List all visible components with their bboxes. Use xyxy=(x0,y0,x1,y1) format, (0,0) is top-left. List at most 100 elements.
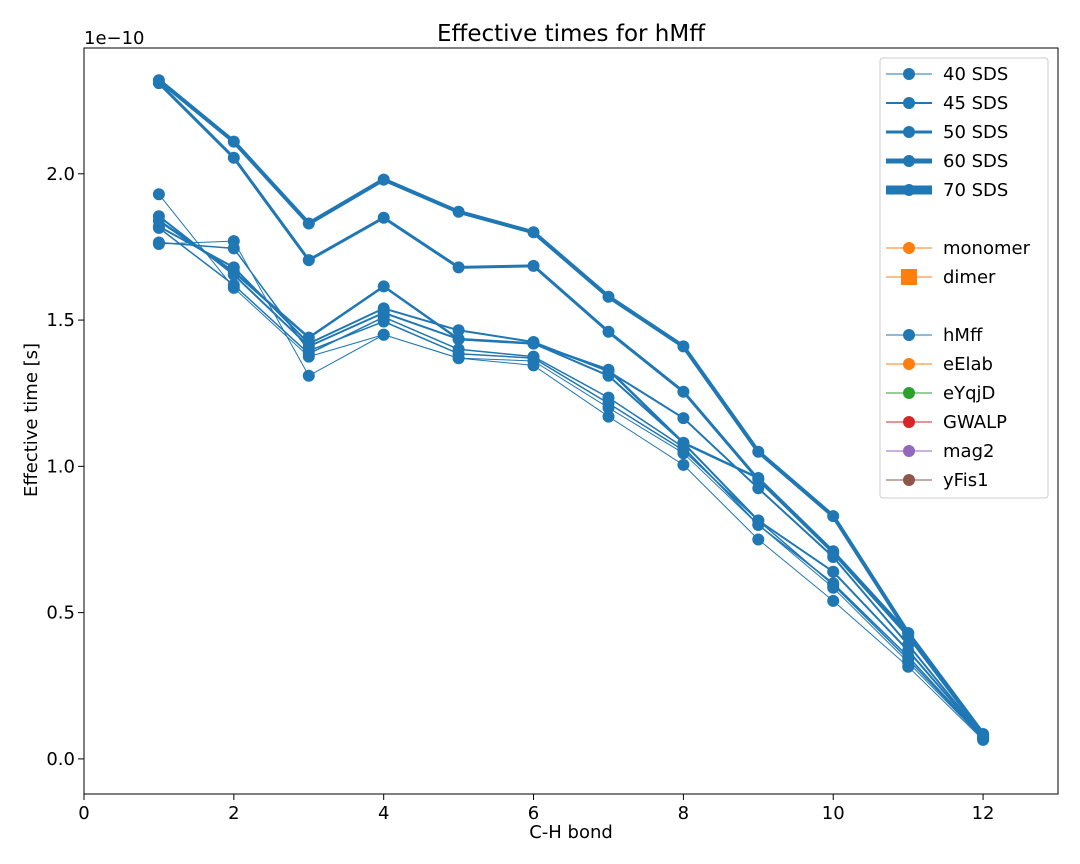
series-point-8-5 xyxy=(527,226,540,239)
series-point-8-8 xyxy=(752,445,765,458)
series-point-6-3 xyxy=(377,280,390,293)
series-point-7-3 xyxy=(377,211,390,224)
series-point-6-2 xyxy=(302,331,315,344)
series-point-6-4 xyxy=(452,333,465,346)
series-point-8-4 xyxy=(452,205,465,218)
series-point-8-2 xyxy=(302,217,315,230)
legend-marker-0 xyxy=(903,68,915,80)
x-tick-label-2: 4 xyxy=(378,803,389,824)
series-line-8 xyxy=(157,78,985,736)
legend: 40 SDS 45 SDS 50 SDS 60 SDS 70 SDS monomer dim… xyxy=(879,57,1049,499)
series-line-4 xyxy=(158,215,984,738)
legend-label-11: eYqjD xyxy=(943,383,995,404)
series-point-6-5 xyxy=(527,337,540,350)
series-point-8-3 xyxy=(377,173,390,186)
legend-marker-1 xyxy=(903,97,915,109)
series-point-7-9 xyxy=(827,546,840,559)
legend-marker-9 xyxy=(903,329,915,341)
legend-box xyxy=(879,57,1049,499)
series-point-7-6 xyxy=(602,325,615,338)
series-point-1-3 xyxy=(377,328,390,341)
series-point-3-4 xyxy=(452,343,465,356)
x-axis-label: C-H bond xyxy=(529,822,613,843)
series-point-4-9 xyxy=(827,565,840,578)
series-point-0-9 xyxy=(827,594,840,607)
legend-label-1: 45 SDS xyxy=(943,93,1008,114)
axes: 0 2 4 6 8 10 12 0.0 0.5 1.0 1.5 2.0 xyxy=(46,47,1059,824)
legend-label-6: monomer xyxy=(943,238,1031,259)
series-point-0-7 xyxy=(677,458,690,471)
series-point-6-1 xyxy=(227,265,240,278)
legend-label-14: yFis1 xyxy=(943,470,989,491)
series-point-5-8 xyxy=(752,482,765,495)
series-point-8-9 xyxy=(827,510,840,523)
legend-label-3: 60 SDS xyxy=(943,151,1008,172)
series-point-0-8 xyxy=(752,533,765,546)
x-tick-label-3: 6 xyxy=(528,803,539,824)
series-point-8-10 xyxy=(902,627,915,640)
series-line-0 xyxy=(158,240,984,741)
legend-label-2: 50 SDS xyxy=(943,122,1008,143)
legend-marker-10 xyxy=(903,358,915,370)
legend-marker-14 xyxy=(903,474,915,486)
series-point-8-1 xyxy=(227,135,240,148)
series-line-1 xyxy=(158,193,984,740)
legend-marker-13 xyxy=(903,445,915,457)
legend-label-0: 40 SDS xyxy=(943,64,1008,85)
legend-marker-7 xyxy=(901,269,917,285)
legend-marker-4 xyxy=(903,184,915,196)
series-point-7-7 xyxy=(677,385,690,398)
x-tick-label-4: 8 xyxy=(678,803,689,824)
legend-label-10: eElab xyxy=(943,354,993,375)
x-tick-label-6: 12 xyxy=(972,803,995,824)
y-axis-label: Effective time [s] xyxy=(21,343,42,497)
series-point-7-8 xyxy=(752,473,765,486)
y-tick-label-0: 0.0 xyxy=(46,749,75,770)
series-point-7-5 xyxy=(527,259,540,272)
legend-marker-12 xyxy=(903,416,915,428)
x-tick-label-0: 0 xyxy=(78,803,89,824)
series-point-8-7 xyxy=(677,340,690,353)
plot-area xyxy=(152,74,990,746)
series-point-8-6 xyxy=(602,290,615,303)
series-point-3-5 xyxy=(527,350,540,363)
series-point-0-2 xyxy=(302,369,315,382)
series-line-3 xyxy=(158,227,984,739)
y-tick-label-3: 1.5 xyxy=(46,310,75,331)
y-tick-label-4: 2.0 xyxy=(46,164,75,185)
series-point-6-7 xyxy=(677,436,690,449)
series-point-4-8 xyxy=(752,514,765,527)
x-tick-label-1: 2 xyxy=(228,803,239,824)
y-axis-offset-label: 1e−10 xyxy=(84,28,145,49)
series-point-5-7 xyxy=(677,412,690,425)
series-point-1-0 xyxy=(152,188,165,201)
series-point-7-1 xyxy=(227,151,240,164)
series-point-5-3 xyxy=(377,302,390,315)
series-point-3-9 xyxy=(827,577,840,590)
axes-frame xyxy=(83,47,1059,795)
series-line-7 xyxy=(157,82,985,736)
series-point-2-1 xyxy=(227,242,240,255)
legend-marker-3 xyxy=(903,155,915,167)
series-point-3-6 xyxy=(602,391,615,404)
legend-label-9: hMff xyxy=(943,325,983,346)
legend-label-7: dimer xyxy=(943,267,996,288)
chart-title: Effective times for hMff xyxy=(437,21,706,47)
series-point-7-4 xyxy=(452,261,465,274)
y-tick-label-2: 1.0 xyxy=(46,456,75,477)
x-tick-label-5: 10 xyxy=(822,803,845,824)
series-point-3-1 xyxy=(227,279,240,291)
series-point-6-0 xyxy=(152,214,165,227)
legend-label-4: 70 SDS xyxy=(943,180,1008,201)
legend-marker-11 xyxy=(903,387,915,399)
series-point-0-6 xyxy=(602,410,615,423)
legend-label-12: GWALP xyxy=(943,412,1007,433)
series-point-7-2 xyxy=(302,254,315,267)
series-point-6-6 xyxy=(602,363,615,376)
legend-marker-2 xyxy=(903,126,915,138)
series-point-5-4 xyxy=(452,324,465,337)
legend-marker-6 xyxy=(903,242,915,254)
series-point-2-0 xyxy=(152,236,165,249)
series-point-8-0 xyxy=(152,74,165,87)
